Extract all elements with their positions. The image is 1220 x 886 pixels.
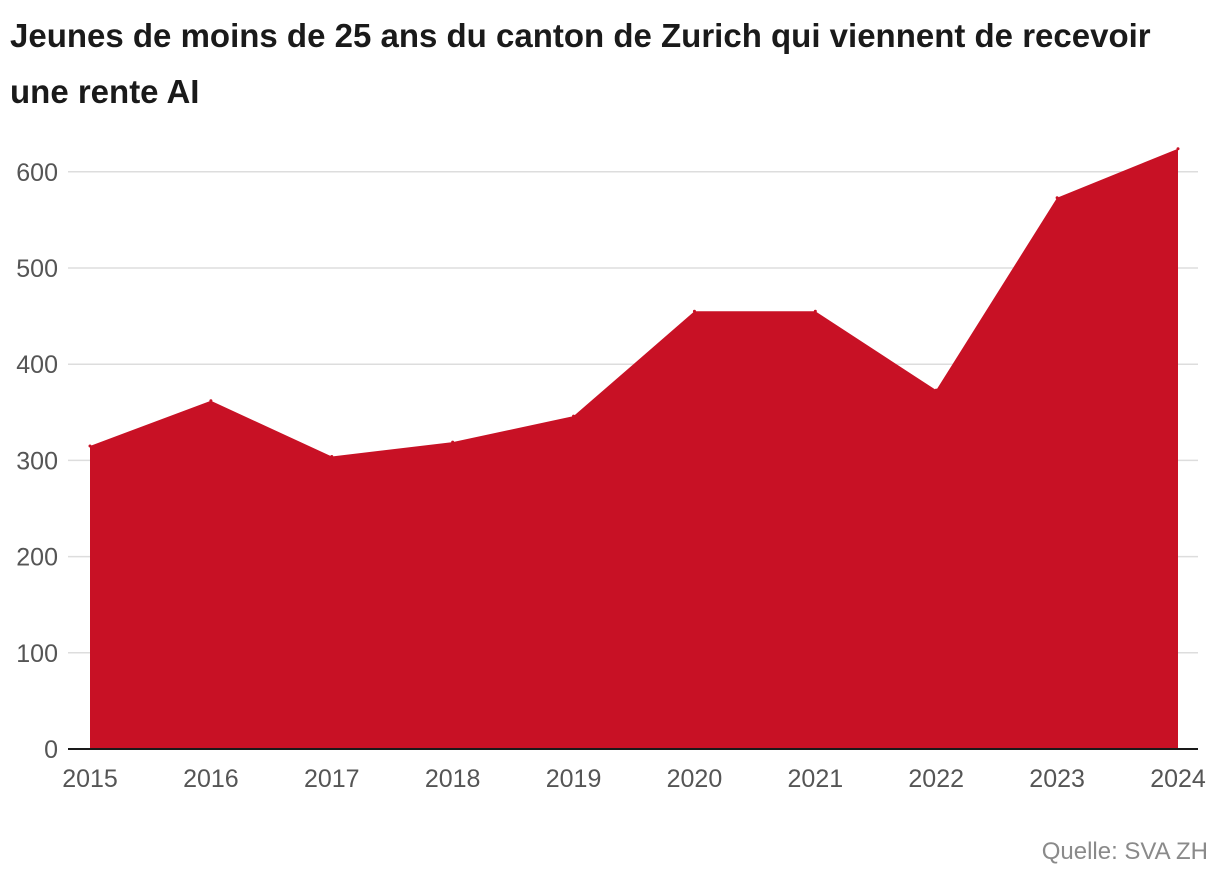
x-axis-ticks: 2015 2016 2017 2018 2019 2020 2021 2022 2023 2024: [62, 765, 1206, 793]
data-point-2021: [813, 309, 817, 313]
data-point-2024: [1176, 147, 1180, 151]
data-points: [88, 147, 1180, 459]
x-tick-label-2023: 2023: [1029, 765, 1085, 793]
y-tick-label-0: 0: [44, 736, 58, 764]
data-point-2023: [1055, 196, 1059, 200]
area-series: [90, 148, 1178, 749]
chart-title: Jeunes de moins de 25 ans du canton de Z…: [10, 17, 1151, 110]
data-point-2016: [209, 399, 213, 403]
y-tick-label-500: 500: [16, 255, 58, 283]
y-tick-label-300: 300: [16, 447, 58, 475]
y-tick-label-100: 100: [16, 640, 58, 668]
data-point-2020: [692, 309, 696, 313]
y-tick-label-600: 600: [16, 159, 58, 187]
y-tick-label-200: 200: [16, 544, 58, 572]
x-tick-label-2018: 2018: [425, 765, 481, 793]
source-note: Quelle: SVA ZH: [1041, 838, 1208, 865]
x-tick-label-2021: 2021: [788, 765, 844, 793]
data-point-2022: [934, 388, 938, 392]
x-tick-label-2019: 2019: [546, 765, 602, 793]
x-tick-label-2015: 2015: [62, 765, 118, 793]
x-tick-label-2017: 2017: [304, 765, 360, 793]
data-point-2018: [451, 440, 455, 444]
x-tick-label-2024: 2024: [1150, 765, 1206, 793]
y-axis-ticks: 0 100 200 300 400 500 600: [16, 159, 58, 764]
data-point-2019: [572, 414, 576, 418]
x-tick-label-2022: 2022: [908, 765, 964, 793]
area-fill: [90, 148, 1178, 749]
data-point-2015: [88, 444, 92, 448]
data-point-2017: [330, 455, 334, 459]
x-tick-label-2020: 2020: [667, 765, 723, 793]
x-tick-label-2016: 2016: [183, 765, 239, 793]
y-tick-label-400: 400: [16, 351, 58, 379]
